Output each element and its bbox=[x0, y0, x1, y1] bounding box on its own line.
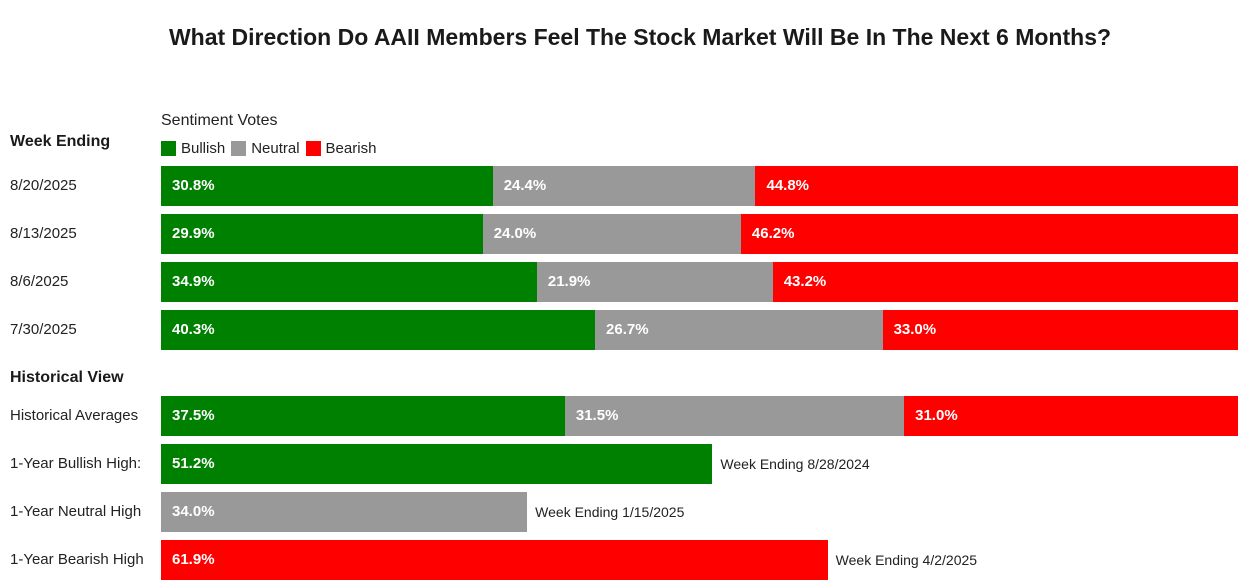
high-label-bearish: 1-Year Bearish High bbox=[10, 551, 144, 568]
high-bearish-segment: 61.9% bbox=[161, 540, 828, 580]
week-0-bullish-value: 30.8% bbox=[172, 177, 215, 194]
week-0-bearish-segment: 44.8% bbox=[755, 166, 1238, 206]
legend-item-neutral: Neutral bbox=[231, 140, 300, 157]
high-neutral-segment: 34.0% bbox=[161, 492, 528, 532]
week-3-neutral-segment: 26.7% bbox=[595, 310, 883, 350]
historical-average-bar: 37.5% 31.5% 31.0% bbox=[161, 396, 1238, 436]
week-3-bar: 40.3% 26.7% 33.0% bbox=[161, 310, 1238, 350]
week-2-neutral-segment: 21.9% bbox=[536, 262, 773, 302]
week-0-bar: 30.8% 24.4% 44.8% bbox=[161, 166, 1238, 206]
historical-average-bullish-segment: 37.5% bbox=[161, 396, 565, 436]
legend-item-bullish: Bullish bbox=[161, 140, 225, 157]
high-neutral-note: Week Ending 1/15/2025 bbox=[535, 504, 685, 520]
historical-average-bullish-value: 37.5% bbox=[172, 407, 215, 424]
legend-item-bearish: Bearish bbox=[305, 140, 377, 157]
week-1-bar: 29.9% 24.0% 46.2% bbox=[161, 214, 1238, 254]
legend-label-bearish: Bearish bbox=[325, 140, 377, 157]
week-1-neutral-value: 24.0% bbox=[493, 225, 537, 242]
week-3-bullish-value: 40.3% bbox=[172, 321, 215, 338]
week-3-neutral-value: 26.7% bbox=[606, 321, 649, 338]
legend-swatch-bearish bbox=[305, 141, 321, 156]
week-0-bullish-segment: 30.8% bbox=[161, 166, 493, 206]
high-bullish-segment: 51.2% bbox=[161, 444, 713, 484]
high-bullish-note: Week Ending 8/28/2024 bbox=[720, 456, 870, 472]
high-bearish-bar: 61.9% bbox=[161, 540, 828, 580]
week-1-bullish-segment: 29.9% bbox=[161, 214, 483, 254]
historical-average-neutral-segment: 31.5% bbox=[564, 396, 905, 436]
high-bullish-value: 51.2% bbox=[172, 455, 215, 472]
legend-label-bullish: Bullish bbox=[181, 140, 226, 157]
week-2-bearish-segment: 43.2% bbox=[772, 262, 1238, 302]
week-label-1: 8/13/2025 bbox=[10, 225, 77, 242]
high-label-bullish: 1-Year Bullish High: bbox=[10, 455, 142, 472]
week-label-3: 7/30/2025 bbox=[10, 321, 77, 338]
historical-average-bearish-value: 31.0% bbox=[915, 407, 958, 424]
legend-swatch-neutral bbox=[231, 141, 247, 156]
week-0-bearish-value: 44.8% bbox=[766, 177, 810, 194]
week-1-bullish-value: 29.9% bbox=[172, 225, 215, 242]
week-0-neutral-segment: 24.4% bbox=[492, 166, 756, 206]
historical-view-header: Historical View bbox=[10, 369, 124, 386]
high-neutral-value: 34.0% bbox=[172, 503, 215, 520]
chart-title: What Direction Do AAII Members Feel The … bbox=[168, 24, 1112, 50]
historical-average-bearish-segment: 31.0% bbox=[904, 396, 1238, 436]
week-2-bar: 34.9% 21.9% 43.2% bbox=[161, 262, 1238, 302]
high-neutral-bar: 34.0% bbox=[161, 492, 528, 532]
week-1-neutral-segment: 24.0% bbox=[482, 214, 741, 254]
week-2-bearish-value: 43.2% bbox=[783, 273, 827, 290]
legend-swatch-bullish bbox=[161, 141, 176, 156]
week-ending-header: Week Ending bbox=[10, 133, 111, 150]
week-3-bearish-segment: 33.0% bbox=[882, 310, 1238, 350]
week-0-neutral-value: 24.4% bbox=[503, 177, 547, 194]
legend-label-neutral: Neutral bbox=[251, 140, 300, 157]
week-3-bearish-value: 33.0% bbox=[893, 321, 937, 338]
historical-average-label: Historical Averages bbox=[10, 407, 139, 424]
historical-average-neutral-value: 31.5% bbox=[575, 407, 619, 424]
legend-title: Sentiment Votes bbox=[161, 112, 278, 129]
week-1-bearish-segment: 46.2% bbox=[740, 214, 1238, 254]
week-3-bullish-segment: 40.3% bbox=[161, 310, 596, 350]
high-label-neutral: 1-Year Neutral High bbox=[10, 503, 142, 520]
week-2-neutral-value: 21.9% bbox=[547, 273, 591, 290]
high-bearish-note: Week Ending 4/2/2025 bbox=[835, 552, 978, 568]
week-2-bullish-value: 34.9% bbox=[172, 273, 215, 290]
high-bullish-bar: 51.2% bbox=[161, 444, 713, 484]
week-1-bearish-value: 46.2% bbox=[751, 225, 795, 242]
legend: Bullish Neutral Bearish bbox=[161, 140, 382, 157]
high-bearish-value: 61.9% bbox=[172, 551, 215, 568]
week-label-2: 8/6/2025 bbox=[10, 273, 69, 290]
week-label-0: 8/20/2025 bbox=[10, 177, 77, 194]
week-2-bullish-segment: 34.9% bbox=[161, 262, 537, 302]
